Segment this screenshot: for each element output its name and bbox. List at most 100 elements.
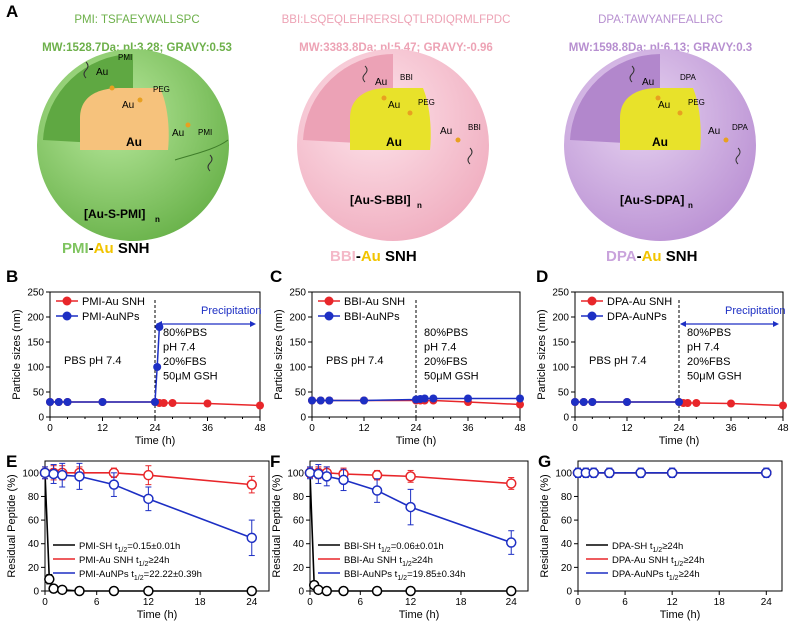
condition-right: pH 7.4	[424, 342, 456, 354]
legend-label: PMI-Au SNH t1/2≥24h	[79, 555, 169, 568]
y-tick-label: 0	[298, 587, 304, 598]
data-point	[675, 398, 683, 406]
y-tick-label: 100	[287, 468, 304, 479]
x-axis-label: Time (h)	[399, 609, 440, 621]
data-point	[313, 584, 324, 596]
data-point	[256, 401, 264, 410]
data-point	[405, 585, 416, 597]
ligand-dpa-1: DPA	[680, 73, 697, 82]
snh-dash-dpa: -	[636, 248, 642, 265]
au-label-dpa: Au	[642, 77, 654, 88]
bbi-mw: MW:3383.8Da; pI:5.47; GRAVY:-0.96	[299, 42, 493, 54]
snh-suffix-bbi: SNH	[385, 248, 417, 265]
snh-suffix-dpa: SNH	[665, 248, 698, 265]
panel-label-b: B	[6, 267, 18, 286]
x-tick-label: 48	[777, 423, 789, 434]
snh-peptide-bbi: BBI	[330, 248, 356, 265]
legend-label: BBI-AuNPs	[344, 311, 400, 323]
legend-label: DPA-AuNPs	[607, 311, 667, 323]
x-tick-label: 24	[506, 597, 518, 608]
au-label-bbi-3: Au	[440, 126, 452, 137]
chart-c: C 0 12 24 36 48 0 50 100 150 200 250 Time (h) Particl…	[270, 267, 526, 447]
data-point	[405, 471, 416, 482]
x-tick-label: 24	[673, 423, 685, 434]
y-tick-label: 0	[563, 413, 569, 424]
data-point	[360, 396, 368, 405]
condition-right: 80%PBS	[163, 327, 207, 339]
y-tick-label: 40	[293, 539, 305, 550]
data-point	[308, 396, 316, 405]
x-tick-label: 24	[149, 423, 161, 434]
data-point	[571, 398, 579, 406]
gold-core-bbi	[350, 88, 431, 150]
y-tick-label: 250	[27, 288, 44, 299]
y-tick-label: 200	[289, 313, 306, 324]
formula-dpa: [Au-S-DPA]	[620, 193, 684, 207]
data-point	[623, 398, 631, 406]
panel-label-c: C	[270, 267, 282, 286]
data-point	[56, 469, 68, 481]
snh-name-bbi: BBI-Au SNH	[330, 248, 417, 265]
x-tick-label: 36	[202, 423, 214, 434]
legend-label: DPA-AuNPs t1/2≥24h	[612, 569, 700, 582]
data-point	[246, 585, 258, 597]
data-point	[405, 501, 416, 513]
legend-label: BBI-Au SNH	[344, 296, 405, 308]
data-point	[168, 399, 177, 407]
data-point	[46, 398, 54, 406]
legend-label: DPA-Au SNH t1/2≥24h	[612, 555, 704, 568]
data-point	[313, 468, 324, 480]
ligand-pmi-2: PMI	[198, 128, 212, 137]
snh-au-dpa: Au	[641, 248, 662, 265]
snh-peptide-pmi: PMI	[62, 240, 89, 257]
y-axis-label: Particle sizes (nm)	[11, 309, 23, 399]
y-tick-label: 0	[38, 413, 44, 424]
x-axis-label: Time (h)	[659, 435, 700, 447]
y-tick-label: 100	[27, 363, 44, 374]
ligand-bbi-1: BBI	[400, 73, 413, 82]
data-point	[246, 479, 258, 490]
x-tick-label: 6	[358, 597, 364, 608]
data-point	[108, 479, 120, 490]
formula-bbi: [Au-S-BBI]	[350, 193, 411, 207]
formula-sub-pmi: n	[155, 215, 160, 224]
y-tick-label: 100	[552, 363, 569, 374]
x-tick-label: 0	[575, 597, 581, 608]
legend-label: DPA-SH t1/2≥24h	[612, 541, 683, 554]
panel-label-e: E	[6, 452, 17, 471]
core-label-bbi: Au	[386, 135, 402, 149]
formula-sub-dpa: n	[688, 201, 693, 210]
condition-right: pH 7.4	[163, 342, 195, 354]
au-label-dpa-2: Au	[658, 100, 670, 111]
y-tick-label: 100	[22, 468, 39, 479]
bbi-sphere: Au [Au-S-BBI] n Au BBI Au PEG Au BBI	[297, 49, 489, 241]
arrow-head-right	[773, 321, 779, 327]
x-tick-label: 24	[761, 597, 773, 608]
x-tick-label: 0	[47, 423, 53, 434]
data-point	[63, 398, 72, 406]
formula-sub-bbi: n	[417, 201, 422, 210]
au-label-bbi: Au	[375, 77, 387, 88]
au-label-bbi-2: Au	[388, 100, 400, 111]
x-tick-label: 0	[309, 423, 315, 434]
data-point	[143, 493, 154, 505]
y-axis-label: Residual Peptide (%)	[6, 474, 18, 577]
y-tick-label: 40	[28, 539, 40, 550]
au-label-pmi-3: Au	[172, 128, 184, 139]
legend-label: PMI-SH t1/2=0.15±0.01h	[79, 541, 180, 554]
x-tick-label: 24	[246, 597, 258, 608]
data-point	[779, 401, 787, 410]
data-point	[48, 583, 59, 594]
x-axis-label: Time (h)	[137, 609, 178, 621]
y-tick-label: 0	[300, 413, 306, 424]
data-point	[74, 471, 85, 482]
condition-right: 50μM GSH	[687, 371, 742, 383]
condition-right: pH 7.4	[687, 342, 719, 354]
ligand-bbi-2: BBI	[468, 123, 481, 132]
condition-right: 50μM GSH	[424, 371, 479, 383]
x-tick-label: 12	[667, 597, 679, 608]
data-point	[588, 398, 597, 406]
data-point	[39, 467, 51, 479]
y-axis-label: Residual Peptide (%)	[539, 474, 551, 577]
